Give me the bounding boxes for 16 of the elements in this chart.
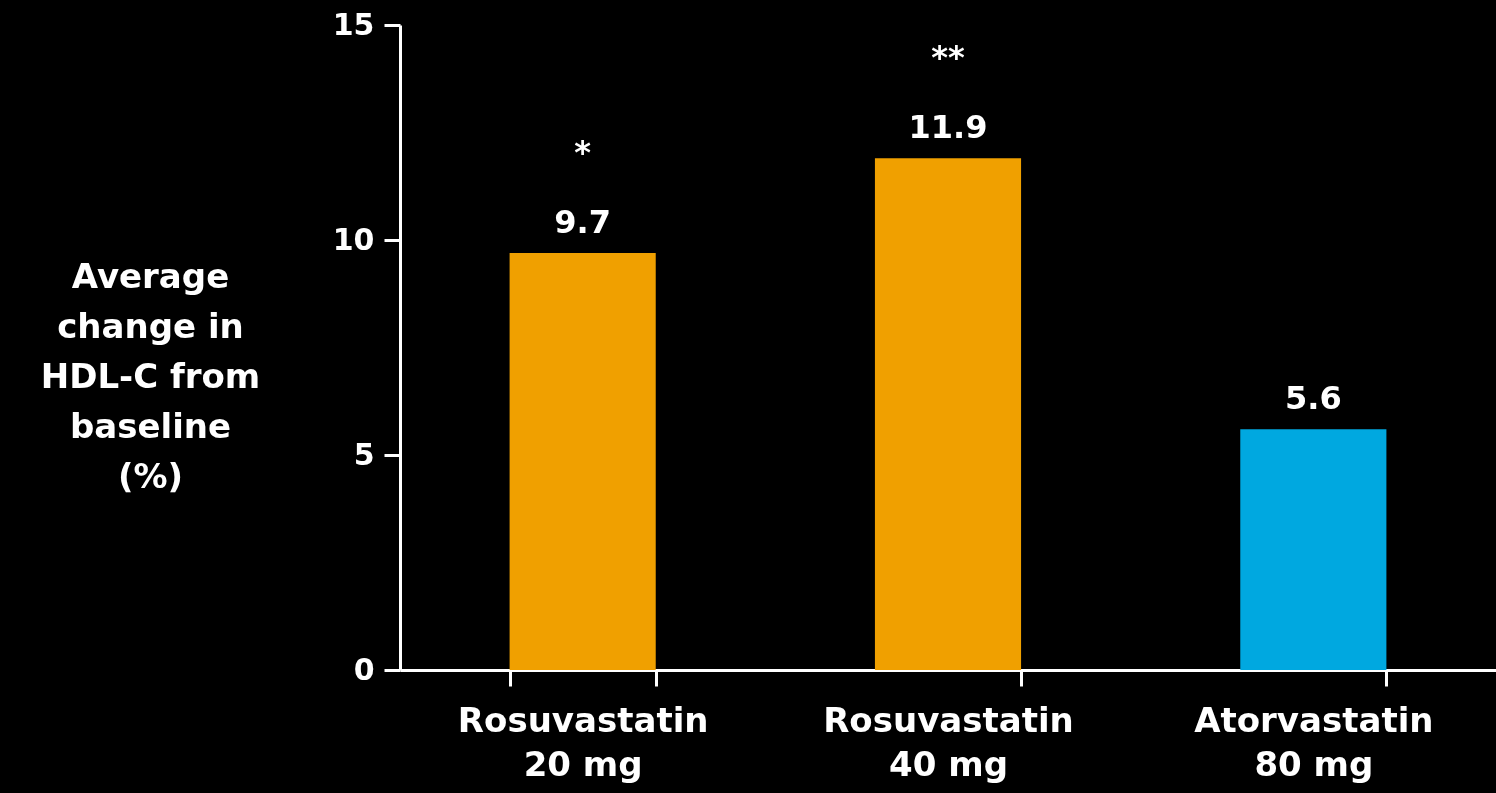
bar [1240,429,1387,670]
y-tick-label: 15 [332,6,375,42]
data-label: 11.9 [908,108,988,147]
x-tick-label: Rosuvastatin 20 mg [457,699,709,784]
data-label: 9.7 [554,202,612,241]
x-tick-label: Rosuvastatin 40 mg [823,699,1074,784]
annotation: ** [931,38,965,77]
y-tick-label: 5 [353,436,375,472]
y-axis-title: Average change in HDL-C from baseline (%) [40,255,261,496]
y-tick-label: 0 [353,651,375,687]
annotation: * [574,132,592,171]
data-label: 5.6 [1284,379,1342,418]
y-tick-label: 10 [332,221,375,257]
x-tick-label: Atorvastatin 80 mg [1194,699,1434,784]
bar [509,252,656,670]
bar [874,158,1022,670]
